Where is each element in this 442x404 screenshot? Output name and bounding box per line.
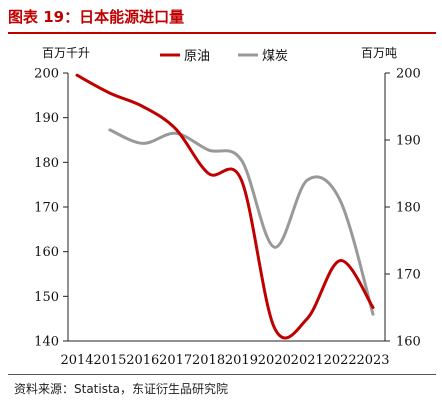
right-tick-label: 160 (396, 335, 421, 350)
left-tick-label: 170 (34, 201, 59, 216)
line-chart: 140 150 160 170 180 190 200 160 170 180 190 200 2014… (34, 46, 421, 368)
right-tick-label: 200 (396, 67, 421, 82)
title-divider (8, 32, 436, 34)
x-tick-label: 2014 (60, 353, 93, 368)
right-tick-label: 170 (396, 268, 421, 283)
right-tick-label: 180 (396, 201, 421, 216)
x-tick-label: 2016 (126, 353, 159, 368)
right-axis-unit: 百万吨 (361, 46, 397, 60)
source-divider (8, 374, 436, 375)
coal-series-line (108, 128, 375, 316)
legend-coal-label: 煤炭 (262, 49, 288, 64)
left-tick-label: 160 (34, 245, 59, 260)
x-tick-label: 2019 (225, 353, 258, 368)
left-tick-label: 150 (34, 290, 59, 305)
source-note: 资料来源：Statista，东证衍生品研究院 (14, 382, 229, 396)
left-tick-label: 180 (34, 156, 59, 171)
left-tick-label: 190 (34, 111, 59, 126)
x-tick-label: 2018 (192, 353, 225, 368)
left-tick-label: 200 (34, 67, 59, 82)
x-tick-label: 2023 (356, 353, 389, 368)
legend-crude-oil-label: 原油 (184, 49, 210, 64)
left-axis-unit: 百万千升 (42, 46, 90, 60)
x-tick-label: 2017 (159, 353, 192, 368)
x-tick-label: 2022 (324, 353, 357, 368)
crude-oil-series-line (75, 73, 375, 340)
x-tick-label: 2015 (93, 353, 126, 368)
right-tick-label: 190 (396, 134, 421, 149)
x-tick-label: 2021 (291, 353, 324, 368)
x-tick-label: 2020 (258, 353, 291, 368)
left-tick-label: 140 (34, 335, 59, 350)
figure-title: 图表 19：日本能源进口量 (8, 8, 185, 26)
